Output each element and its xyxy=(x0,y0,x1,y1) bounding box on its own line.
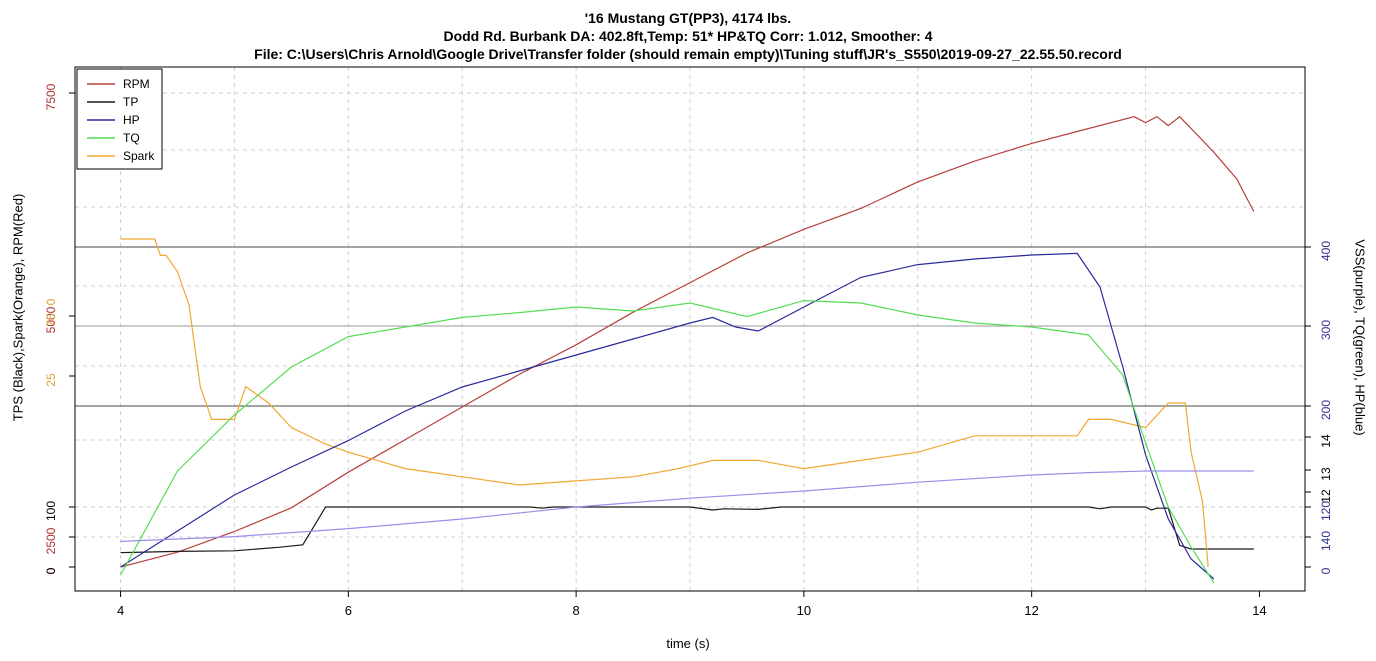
left-tick-label-rpm: 5000 xyxy=(44,306,58,333)
grid-layer xyxy=(75,67,1305,591)
right-tick-label-hp: 400 xyxy=(1319,241,1333,261)
left-tick-label-spark: 75 xyxy=(44,313,58,327)
axis-layer: 4 6 8 10 12 140250050007500010025750014012020… xyxy=(44,83,1333,618)
reference-lines xyxy=(75,246,1305,407)
series-line-vss xyxy=(120,470,1254,542)
x-tick-label: 12 xyxy=(1024,603,1038,618)
x-tick-label: 14 xyxy=(1252,603,1266,618)
plot-frame xyxy=(74,66,1306,592)
legend: RPM TP HP TQ Spark xyxy=(76,68,163,170)
chart-subtitle: Dodd Rd. Burbank DA: 402.8ft,Temp: 51* H… xyxy=(443,28,933,44)
right-tick-label-hp: 200 xyxy=(1319,400,1333,420)
x-tick-label: 6 xyxy=(345,603,352,618)
right-tick-label-hp: 300 xyxy=(1319,320,1333,340)
chart-title: '16 Mustang GT(PP3), 4174 lbs. xyxy=(584,10,792,26)
left-tick-label-rpm: 2500 xyxy=(44,527,58,554)
series-line-rpm xyxy=(120,115,1255,568)
left-tick-label-spark: 0 xyxy=(44,298,58,305)
series-line-tp xyxy=(120,506,1254,554)
series-line-spark xyxy=(120,238,1209,568)
series-line-tq xyxy=(120,299,1215,584)
chart-file-path: File: C:\Users\Chris Arnold\Google Drive… xyxy=(254,46,1122,62)
legend-label-rpm: RPM xyxy=(123,77,150,91)
y-axis-label-left: TPS (Black),Spark(Orange), RPM(Red) xyxy=(10,193,26,422)
x-axis-label: time (s) xyxy=(666,636,710,651)
legend-label-spark: Spark xyxy=(123,149,155,163)
left-tick-label-tp: 100 xyxy=(44,501,58,521)
left-tick-label-tp: 0 xyxy=(44,567,58,574)
x-tick-label: 10 xyxy=(797,603,811,618)
right-tick-label-hp: 0 xyxy=(1319,567,1333,574)
right-tick-label-hp: 140 xyxy=(1319,531,1333,551)
series-line-hp xyxy=(120,252,1215,580)
legend-label-tq: TQ xyxy=(123,131,140,145)
right-tick-label-vss: 12 xyxy=(1319,489,1333,503)
right-tick-label-vss: 14 xyxy=(1319,434,1333,448)
right-tick-label-hp: 120 xyxy=(1319,501,1333,521)
left-tick-label-spark: 25 xyxy=(44,373,58,387)
left-tick-label-rpm: 7500 xyxy=(44,83,58,110)
legend-label-tp: TP xyxy=(123,95,138,109)
legend-box xyxy=(76,68,163,170)
y-axis-label-right: VSS(purple), TQ(green), HP(blue) xyxy=(1352,239,1368,436)
series-layer xyxy=(120,115,1255,584)
x-tick-label: 8 xyxy=(572,603,579,618)
legend-label-hp: HP xyxy=(123,113,140,127)
left-tick-label-rpm: 0 xyxy=(44,567,58,574)
right-tick-label-vss: 13 xyxy=(1319,467,1333,481)
x-tick-label: 4 xyxy=(117,603,124,618)
